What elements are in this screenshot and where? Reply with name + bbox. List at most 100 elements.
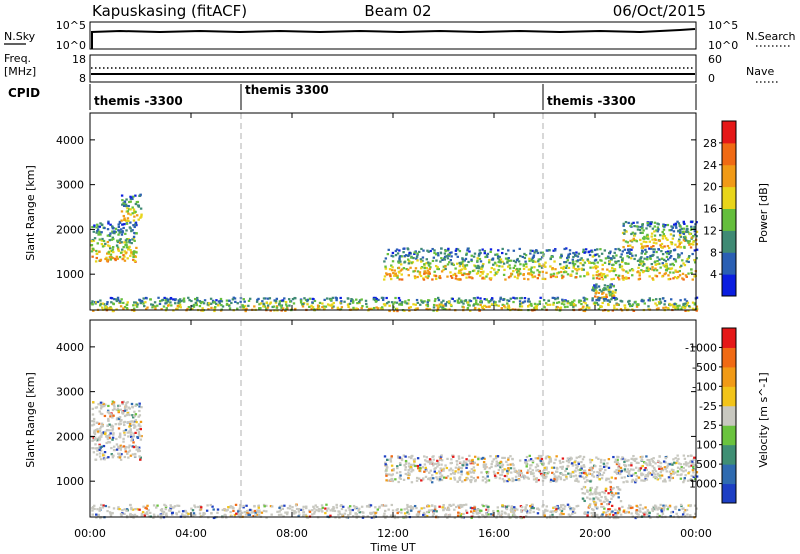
echo-cell: [117, 446, 120, 449]
echo-cell: [531, 461, 535, 464]
echo-cell: [407, 456, 411, 459]
echo-cell: [602, 297, 606, 301]
echo-cell: [688, 255, 691, 258]
echo-cell: [664, 480, 667, 483]
echo-cell: [414, 303, 417, 306]
echo-cell: [140, 300, 144, 303]
echo-cell: [654, 473, 657, 476]
echo-cell: [94, 443, 97, 446]
echo-cell: [170, 513, 174, 516]
echo-cell: [483, 467, 487, 471]
echo-cell: [115, 244, 119, 247]
echo-cell: [487, 301, 491, 304]
echo-cell: [162, 305, 166, 308]
echo-cell: [567, 461, 571, 464]
echo-cell: [507, 259, 511, 262]
echo-cell: [475, 301, 478, 304]
echo-cell: [100, 243, 104, 246]
echo-cell: [613, 460, 617, 464]
echo-cell: [685, 275, 688, 278]
echo-cell: [592, 266, 595, 269]
echo-cell: [611, 296, 614, 299]
echo-cell: [120, 194, 124, 197]
echo-cell: [664, 504, 668, 507]
echo-cell: [552, 249, 555, 252]
echo-cell: [101, 452, 105, 455]
echo-cell: [521, 301, 525, 304]
echo-cell: [409, 507, 413, 510]
echo-cell: [543, 466, 546, 469]
echo-cell: [566, 464, 570, 468]
echo-cell: [537, 478, 540, 482]
echo-cell: [482, 270, 485, 273]
echo-cell: [582, 469, 585, 472]
echo-cell: [282, 307, 285, 310]
echo-cell: [282, 515, 285, 518]
echo-cell: [612, 277, 616, 280]
echo-cell: [449, 259, 452, 262]
echo-cell: [247, 304, 250, 307]
echo-cell: [598, 493, 602, 496]
echo-cell: [409, 465, 413, 469]
colorbar-tick-label: -100: [692, 380, 717, 393]
echo-cell: [407, 509, 410, 512]
echo-cell: [641, 507, 645, 510]
echo-cell: [525, 465, 528, 468]
echo-cell: [407, 268, 410, 271]
colorbar-swatch: [722, 347, 736, 368]
y-tick-label: 3000: [56, 179, 84, 192]
echo-cell: [133, 250, 136, 253]
echo-cell: [108, 412, 111, 415]
echo-cell: [686, 240, 690, 243]
echo-cell: [135, 305, 139, 308]
echo-cell: [589, 468, 593, 471]
echo-cell: [549, 275, 553, 279]
echo-cell: [662, 228, 666, 231]
echo-cell: [218, 302, 221, 305]
echo-cell: [623, 468, 627, 471]
echo-cell: [126, 207, 129, 210]
echo-cell: [324, 305, 328, 308]
echo-cell: [444, 513, 448, 516]
echo-cell: [402, 251, 405, 254]
echo-cell: [166, 298, 170, 301]
echo-cell: [444, 267, 447, 271]
echo-cell: [117, 422, 121, 425]
echo-cell: [583, 499, 586, 503]
echo-cell: [174, 302, 177, 305]
echo-cell: [443, 252, 447, 255]
echo-cell: [132, 307, 136, 310]
echo-cell: [427, 461, 430, 464]
echo-cell: [111, 227, 115, 230]
echo-cell: [658, 302, 661, 305]
echo-cell: [555, 479, 559, 482]
echo-cell: [164, 299, 167, 302]
echo-cell: [184, 509, 187, 513]
echo-cell: [400, 255, 403, 258]
echo-cell: [368, 503, 371, 507]
echo-cell: [360, 298, 363, 301]
echo-cell: [654, 470, 658, 473]
echo-cell: [646, 472, 650, 475]
echo-cell: [531, 503, 534, 506]
echo-cell: [129, 197, 133, 201]
echo-cell: [690, 479, 693, 482]
echo-cell: [644, 511, 647, 514]
echo-cell: [634, 478, 638, 481]
echo-cell: [490, 463, 493, 466]
echo-cell: [134, 455, 137, 458]
echo-cell: [264, 297, 267, 300]
echo-cell: [629, 244, 632, 247]
echo-cell: [412, 464, 415, 467]
echo-cell: [98, 507, 102, 510]
echo-cell: [584, 248, 588, 251]
echo-cell: [485, 298, 488, 301]
echo-cell: [685, 508, 689, 512]
echo-cell: [115, 408, 119, 412]
echo-cell: [99, 412, 103, 415]
echo-cell: [313, 512, 316, 515]
echo-cell: [669, 250, 672, 253]
echo-cell: [680, 466, 683, 469]
echo-cell: [619, 299, 622, 302]
echo-cell: [484, 481, 488, 484]
